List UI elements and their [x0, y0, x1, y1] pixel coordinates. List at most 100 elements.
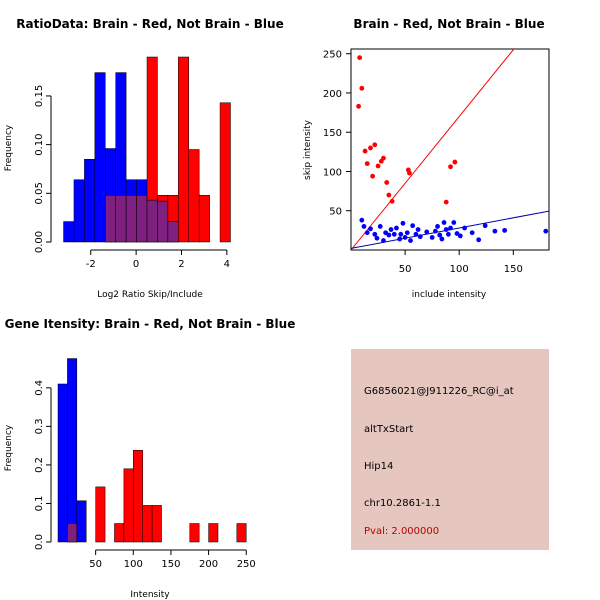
ratio-red-bar-9 [198, 195, 210, 243]
scatter-blue-point-35 [457, 233, 463, 239]
scatter-y-tick-label-2: 150 [323, 128, 342, 139]
scatter-blue-point-5 [374, 235, 380, 241]
scatter-blue-point-36 [462, 225, 468, 231]
intensity-x-tick-label-1: 100 [124, 559, 143, 570]
intensity-ylabel: Frequency [4, 424, 14, 471]
intensity-y-tick-label-0: 0.0 [34, 534, 45, 550]
intensity-red-bar-4 [133, 450, 143, 543]
ratio-red-bar-5 [157, 195, 169, 202]
intensity-y-tick-label-1: 0.1 [34, 496, 45, 512]
ratio-y-tick-label-0: 0.00 [34, 231, 45, 253]
scatter-blue-point-24 [429, 235, 435, 240]
scatter-blue-point-29 [441, 220, 447, 225]
scatter-x-tick-label-1: 100 [450, 264, 469, 275]
ratio-blue-bar-2 [84, 158, 96, 243]
scatter-blue-point-15 [400, 220, 406, 226]
scatter-red-point-3 [362, 148, 368, 154]
intensity-x-tick-label-4: 250 [237, 559, 256, 570]
intensity-x-tick-label-3: 200 [199, 559, 218, 570]
scatter-blue-point-23 [424, 229, 430, 235]
scatter-blue-point-19 [410, 223, 416, 229]
intensity-y-tick-label-2: 0.2 [34, 457, 45, 473]
intensity-scatter: Brain - Red, Not Brain - Blue 50 100 150 5… [303, 17, 550, 300]
scatter-red-point-1 [357, 55, 363, 61]
scatter-blue-point-4 [372, 231, 378, 237]
scatter-blue-point-31 [445, 231, 451, 237]
intensity-red-bar-6 [151, 505, 162, 543]
info-panel: G6856021@J911226_RC@i_at altTxStart Hip1… [351, 349, 549, 550]
ratio-red-bar-6 [167, 195, 179, 222]
intensity-y-tick-label-4: 0.4 [34, 380, 45, 396]
intensity-histogram: Gene Itensity: Brain - Red, Not Brain - … [4, 317, 295, 600]
intensity-overlap-bar-0 [67, 523, 78, 543]
scatter-blue-point-9 [386, 232, 392, 238]
intensity-red-bar-9 [236, 523, 247, 543]
ratio-x-tick-label-0: -2 [86, 259, 96, 270]
ratio-y-tick-label-2: 0.10 [34, 133, 45, 155]
scatter-red-point-8 [375, 163, 381, 169]
ratio-overlap-bar-4 [146, 199, 158, 243]
scatter-blue-point-21 [415, 227, 421, 232]
ratio-red-bar-7 [178, 56, 189, 243]
intensity-red-bar-5 [142, 505, 153, 543]
ratio-xlabel: Log2 Ratio Skip/Include [97, 290, 203, 300]
ratio-histogram: RatioData: Brain - Red, Not Brain - Blue… [4, 17, 284, 300]
ratio-overlap-bar-5 [157, 200, 169, 243]
scatter-y-tick-label-3: 200 [323, 89, 342, 100]
ratio-blue-bar-1 [73, 179, 85, 243]
scatter-plot-frame [350, 48, 550, 251]
scatter-blue-point-16 [402, 235, 408, 240]
intensity-red-bar-2 [114, 523, 125, 543]
ratio-x-tick-label-3: 4 [224, 259, 230, 270]
scatter-red-point-15 [407, 170, 412, 176]
gene-name: Hip14 [364, 461, 394, 472]
ratio-blue-bar-0 [63, 221, 75, 243]
scatter-xlabel: include intensity [412, 290, 487, 300]
ratio-red-bar-4 [146, 56, 158, 201]
scatter-red-point-4 [364, 161, 370, 167]
scatter-blue-point-2 [364, 230, 370, 236]
intensity-blue-bar-1 [67, 358, 78, 543]
ratio-y-tick-label-3: 0.15 [34, 85, 45, 107]
ratio-x-tick-label-1: 0 [133, 259, 139, 270]
ratio-blue-bar-3 [94, 72, 106, 243]
scatter-red-point-2 [359, 85, 365, 91]
scatter-title: Brain - Red, Not Brain - Blue [353, 17, 544, 31]
scatter-y-tick-label-1: 100 [323, 167, 342, 178]
scatter-blue-point-20 [413, 231, 419, 237]
scatter-red-point-0 [356, 103, 361, 109]
intensity-x-tick-label-0: 50 [89, 559, 102, 570]
intensity-x-tick-label-2: 150 [161, 559, 180, 570]
scatter-red-point-12 [386, 192, 392, 198]
ratio-overlap-bar-2 [125, 195, 137, 243]
scatter-blue-point-11 [391, 231, 397, 237]
scatter-blue-point-41 [502, 227, 508, 233]
scatter-blue-point-26 [435, 224, 440, 229]
ratio-title: RatioData: Brain - Red, Not Brain - Blue [16, 17, 283, 31]
intensity-blue-bar-0 [57, 383, 68, 543]
scatter-red-point-6 [370, 173, 376, 179]
scatter-red-point-18 [452, 159, 458, 165]
event-type: altTxStart [364, 424, 414, 435]
ratio-red-bar-10 [219, 102, 231, 243]
ratio-ylabel: Frequency [4, 124, 14, 171]
scatter-red-point-5 [368, 145, 373, 151]
scatter-blue-point-18 [408, 238, 413, 243]
scatter-blue-point-33 [451, 220, 457, 225]
scatter-blue-point-6 [377, 224, 383, 229]
scatter-blue-point-32 [448, 225, 453, 231]
scatter-blue-point-42 [543, 228, 549, 234]
scatter-blue-point-30 [443, 227, 449, 232]
brain-fit-line [351, 49, 515, 250]
scatter-blue-point-1 [361, 224, 367, 229]
probe-id: G6856021@J911226_RC@i_at [364, 386, 514, 397]
scatter-red-point-11 [384, 180, 390, 185]
scatter-blue-point-10 [388, 227, 394, 232]
scatter-x-tick-label-0: 50 [399, 264, 412, 275]
scatter-blue-point-14 [398, 231, 404, 237]
ratio-y-tick-label-1: 0.05 [34, 182, 45, 204]
scatter-ylabel: skip intensity [303, 119, 313, 180]
scatter-blue-point-3 [368, 226, 373, 232]
intensity-title: Gene Itensity: Brain - Red, Not Brain - … [5, 317, 296, 331]
